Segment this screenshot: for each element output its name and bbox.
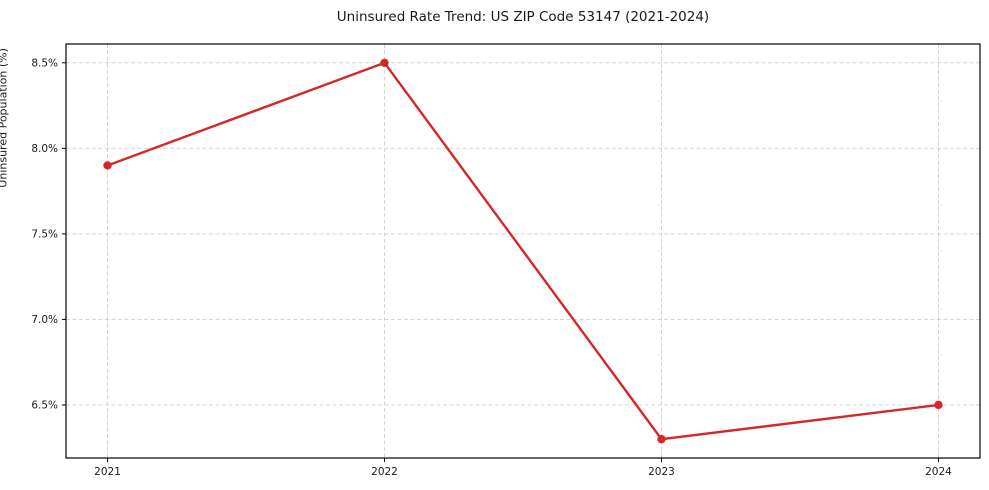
data-point-marker <box>103 161 112 170</box>
chart-title: Uninsured Rate Trend: US ZIP Code 53147 … <box>336 9 710 25</box>
y-tick-label: 7.0% <box>31 314 58 326</box>
y-tick-label: 8.0% <box>31 143 58 155</box>
y-tick-label: 7.5% <box>31 228 58 240</box>
x-tick-label: 2021 <box>94 466 121 478</box>
data-point-marker <box>380 58 389 68</box>
data-point-marker <box>934 400 943 410</box>
plot-border <box>65 43 981 459</box>
x-tick-label: 2022 <box>371 466 398 478</box>
y-tick-label: 6.5% <box>31 399 58 411</box>
x-tick-label: 2023 <box>648 466 675 478</box>
trend-line <box>106 61 940 441</box>
y-tick-label: 8.5% <box>31 57 58 69</box>
data-point-marker <box>657 434 666 444</box>
x-tick-label: 2024 <box>925 466 952 478</box>
